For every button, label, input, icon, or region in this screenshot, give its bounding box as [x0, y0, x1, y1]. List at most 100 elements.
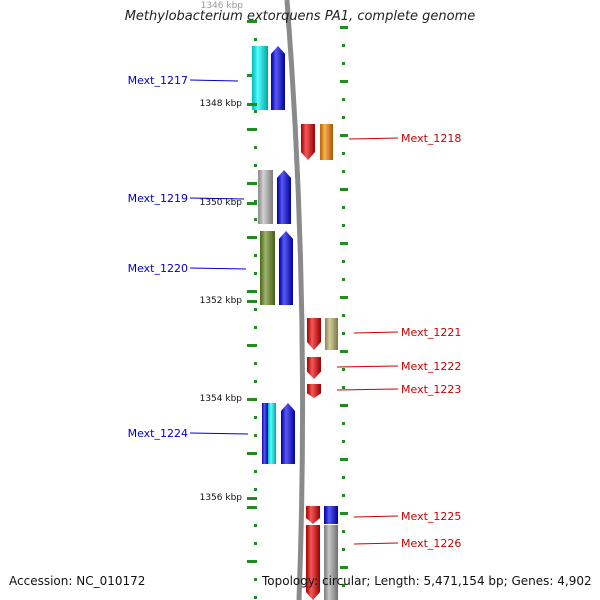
gene-features [252, 46, 338, 600]
gene-mext-1222[interactable] [307, 357, 321, 379]
genome-backbone [284, 0, 306, 600]
gene-label-line [189, 432, 249, 435]
gene-mext-1223[interactable] [307, 384, 321, 398]
tick-mark [254, 470, 257, 473]
tick-mark [254, 308, 257, 311]
tick-mark [342, 440, 345, 443]
gene-label-line [353, 515, 399, 518]
tick-mark [340, 512, 348, 515]
tick-mark [254, 380, 257, 383]
kbp-label: 1356 kbp [200, 493, 243, 503]
tick-mark [247, 506, 257, 509]
gene-arrow-shading [271, 46, 285, 110]
map-title: Methylobacterium extorquens PA1, complet… [124, 9, 476, 24]
tick-mark [342, 224, 345, 227]
gene-arrow-shading [307, 384, 321, 398]
gene-arrow-shading [306, 506, 320, 524]
tick-mark [254, 488, 257, 491]
gene-mext-1219[interactable] [258, 170, 291, 224]
gene-arrow-shading [260, 231, 275, 305]
kbp-label: 1354 kbp [200, 394, 243, 404]
gene-label-line [336, 388, 399, 391]
gene-label-line [353, 331, 399, 334]
gene-label[interactable]: Mext_1218 [401, 132, 461, 145]
gene-mext-1218[interactable] [301, 124, 333, 160]
gene-arrow-shading [252, 46, 268, 110]
gene-label-line [353, 542, 399, 545]
tick-mark [247, 20, 257, 23]
kbp-tick [247, 300, 257, 303]
gene-arrow-shading [262, 403, 268, 464]
gene-mext-1225[interactable] [306, 506, 338, 524]
gene-label[interactable]: Mext_1220 [128, 262, 188, 275]
tick-mark [342, 368, 345, 371]
tick-mark [254, 218, 257, 221]
gene-label[interactable]: Mext_1222 [401, 360, 461, 373]
tick-mark [340, 134, 348, 137]
tick-marks-right [340, 26, 348, 587]
kbp-label: 1350 kbp [200, 198, 243, 208]
tick-mark [247, 236, 257, 239]
tick-mark [254, 524, 257, 527]
gene-label-line [336, 365, 399, 368]
tick-mark [342, 170, 345, 173]
gene-arrow-shading [324, 525, 338, 600]
gene-label[interactable]: Mext_1226 [401, 537, 461, 550]
gene-label[interactable]: Mext_1221 [401, 326, 461, 339]
gene-arrow-shading [325, 318, 338, 350]
gene-label[interactable]: Mext_1223 [401, 383, 461, 396]
tick-mark [342, 206, 345, 209]
tick-mark [340, 350, 348, 353]
gene-arrow-shading [277, 170, 291, 224]
gene-arrow-shading [279, 231, 293, 305]
tick-mark [254, 254, 257, 257]
gene-arrow-shading [306, 525, 320, 600]
kbp-label: 1348 kbp [200, 99, 243, 109]
tick-mark [254, 164, 257, 167]
gene-mext-1221[interactable] [307, 318, 338, 350]
tick-mark [247, 128, 257, 131]
gene-label[interactable]: Mext_1217 [128, 74, 188, 87]
tick-mark [254, 200, 257, 203]
tick-mark [342, 332, 345, 335]
gene-label[interactable]: Mext_1224 [128, 427, 188, 440]
gene-label-line [189, 267, 247, 270]
kbp-label: 1352 kbp [200, 296, 243, 306]
tick-mark [342, 116, 345, 119]
gene-mext-1224[interactable] [262, 403, 295, 464]
tick-mark [340, 566, 348, 569]
gene-label[interactable]: Mext_1219 [128, 192, 188, 205]
gene-label-line [348, 137, 399, 140]
tick-mark [342, 62, 345, 65]
gene-arrow-shading [307, 357, 321, 379]
tick-mark [342, 44, 345, 47]
topology-text: Topology: circular; Length: 5,471,154 bp… [262, 574, 592, 588]
tick-mark [254, 434, 257, 437]
tick-mark [342, 584, 345, 587]
tick-mark [254, 146, 257, 149]
kbp-tick [247, 202, 257, 205]
gene-arrow-shading [320, 124, 333, 160]
tick-mark [254, 272, 257, 275]
tick-mark [340, 188, 348, 191]
tick-mark [247, 452, 257, 455]
gene-mext-1226[interactable] [306, 525, 338, 600]
tick-mark [342, 314, 345, 317]
tick-mark [342, 494, 345, 497]
tick-mark [254, 38, 257, 41]
gene-arrow-shading [268, 403, 276, 464]
gene-arrow-shading [307, 318, 321, 350]
gene-label[interactable]: Mext_1225 [401, 510, 461, 523]
gene-label-line [189, 79, 239, 82]
tick-mark [340, 296, 348, 299]
tick-mark [342, 530, 345, 533]
tick-mark [340, 242, 348, 245]
tick-mark [254, 596, 257, 599]
tick-mark [247, 182, 257, 185]
gene-mext-1217[interactable] [252, 46, 285, 110]
gene-mext-1220[interactable] [260, 231, 293, 305]
tick-mark [254, 362, 257, 365]
gene-arrow-shading [301, 124, 315, 160]
accession-text: Accession: NC_010172 [9, 574, 146, 588]
tick-mark [342, 476, 345, 479]
